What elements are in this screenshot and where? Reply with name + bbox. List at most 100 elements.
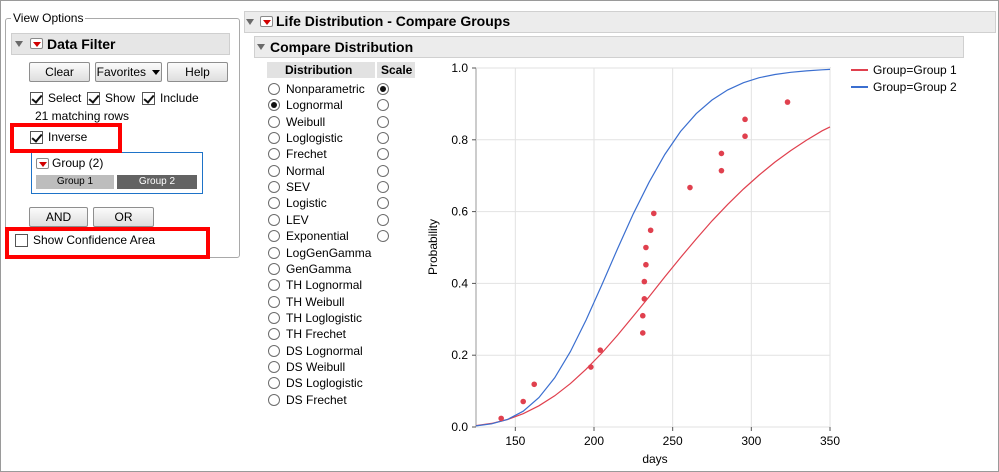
- select-checkbox[interactable]: [30, 92, 43, 105]
- distribution-row: GenGamma: [267, 262, 417, 277]
- distribution-row: Weibull: [267, 115, 417, 130]
- and-button[interactable]: AND: [29, 207, 88, 227]
- select-label: Select: [48, 91, 82, 105]
- distribution-radio[interactable]: [268, 181, 280, 194]
- distribution-label: Logistic: [286, 196, 327, 211]
- distribution-radio[interactable]: [268, 164, 280, 177]
- distribution-row: Exponential: [267, 229, 417, 244]
- life-distribution-disclosure-icon[interactable]: [246, 19, 254, 25]
- distribution-row: TH Weibull: [267, 295, 417, 310]
- distribution-row: DS Lognormal: [267, 344, 417, 359]
- distribution-radio[interactable]: [268, 360, 280, 373]
- distribution-row: SEV: [267, 180, 417, 195]
- scale-radio[interactable]: [377, 181, 389, 194]
- distribution-radio[interactable]: [268, 132, 280, 145]
- distribution-label: Exponential: [286, 229, 349, 244]
- distribution-row: Nonparametric: [267, 82, 417, 97]
- scale-radio[interactable]: [377, 83, 389, 95]
- scale-radio[interactable]: [377, 148, 389, 161]
- distribution-radio[interactable]: [268, 213, 280, 226]
- distribution-label: TH Frechet: [286, 327, 347, 342]
- group-filter-menu-icon[interactable]: [36, 158, 49, 169]
- group-2-label: Group 2: [138, 176, 176, 187]
- distribution-radio[interactable]: [268, 377, 280, 390]
- life-distribution-menu-icon[interactable]: [260, 16, 273, 27]
- distribution-label: TH Loglogistic: [286, 310, 363, 325]
- scale-radio[interactable]: [377, 132, 389, 145]
- help-button[interactable]: Help: [167, 62, 228, 82]
- favorites-dropdown[interactable]: Favorites: [95, 62, 162, 82]
- distribution-radio[interactable]: [268, 148, 280, 161]
- distribution-row: Normal: [267, 164, 417, 179]
- distribution-row: LEV: [267, 213, 417, 228]
- distribution-row: DS Frechet: [267, 393, 417, 408]
- distribution-label: GenGamma: [286, 261, 352, 276]
- data-filter-header: [11, 33, 230, 55]
- include-checkbox[interactable]: [142, 92, 155, 105]
- scale-radio[interactable]: [377, 115, 389, 128]
- group-1-option[interactable]: Group 1: [36, 175, 114, 189]
- scale-radio[interactable]: [377, 99, 389, 112]
- distribution-label: Normal: [286, 163, 325, 178]
- distribution-radio[interactable]: [268, 328, 280, 341]
- distribution-label: DS Loglogistic: [286, 376, 363, 391]
- compare-distribution-disclosure-icon[interactable]: [257, 44, 265, 50]
- distribution-label: Frechet: [286, 147, 327, 162]
- distribution-radio[interactable]: [268, 197, 280, 210]
- distribution-row: TH Loglogistic: [267, 311, 417, 326]
- scale-radio[interactable]: [377, 230, 389, 243]
- distribution-radio[interactable]: [268, 262, 280, 275]
- distribution-radio[interactable]: [268, 393, 280, 406]
- distribution-row: Loglogistic: [267, 131, 417, 146]
- distribution-row: TH Frechet: [267, 327, 417, 342]
- group-2-option[interactable]: Group 2: [117, 175, 197, 189]
- confidence-area-highlight: [5, 227, 210, 259]
- scale-radio[interactable]: [377, 197, 389, 210]
- distribution-radio[interactable]: [268, 230, 280, 243]
- distribution-label: SEV: [286, 180, 311, 195]
- distribution-radio[interactable]: [268, 295, 280, 308]
- life-distribution-header: [244, 11, 996, 33]
- data-filter-title: Data Filter: [47, 36, 116, 52]
- distribution-row: TH Lognormal: [267, 278, 417, 293]
- inverse-label: Inverse: [48, 130, 88, 144]
- distribution-label: Lognormal: [286, 98, 343, 113]
- distribution-label: DS Lognormal: [286, 343, 363, 358]
- distribution-label: Nonparametric: [286, 82, 365, 96]
- inverse-checkbox[interactable]: [30, 131, 43, 144]
- scale-radio[interactable]: [377, 164, 389, 177]
- show-checkbox[interactable]: [87, 92, 100, 105]
- distribution-radio[interactable]: [268, 344, 280, 357]
- distribution-radio[interactable]: [268, 279, 280, 292]
- distribution-radio[interactable]: [268, 311, 280, 324]
- distribution-radio[interactable]: [268, 115, 280, 128]
- scale-radio[interactable]: [377, 213, 389, 226]
- distribution-radio[interactable]: [268, 83, 280, 95]
- or-button[interactable]: OR: [93, 207, 154, 227]
- matching-rows-text: 21 matching rows: [35, 109, 130, 123]
- distribution-label: DS Weibull: [286, 359, 346, 374]
- compare-distribution-title: Compare Distribution: [270, 39, 414, 55]
- scale-column-header: [377, 62, 415, 78]
- distribution-radio[interactable]: [268, 99, 280, 112]
- distribution-label: LEV: [286, 212, 309, 227]
- include-label: Include: [160, 91, 199, 105]
- clear-button[interactable]: Clear: [29, 62, 90, 82]
- distribution-column-header: [267, 62, 375, 78]
- distribution-row: DS Weibull: [267, 360, 417, 375]
- data-filter-disclosure-icon[interactable]: [15, 41, 23, 47]
- show-confidence-area-checkbox[interactable]: [15, 234, 28, 247]
- distribution-label: TH Weibull: [286, 294, 345, 309]
- distribution-row: DS Loglogistic: [267, 376, 417, 391]
- distribution-row: LogGenGamma: [267, 246, 417, 261]
- distribution-column-label: Distribution: [285, 63, 353, 77]
- data-filter-menu-icon[interactable]: [30, 38, 43, 49]
- distribution-row: Lognormal: [267, 98, 417, 113]
- inverse-highlight: [10, 123, 122, 153]
- chevron-down-icon: [152, 70, 161, 76]
- scale-column-label: Scale: [381, 63, 413, 77]
- distribution-radio[interactable]: [268, 246, 280, 259]
- distribution-row: Logistic: [267, 196, 417, 211]
- distribution-label: Weibull: [286, 114, 326, 129]
- favorites-label: Favorites: [96, 65, 146, 79]
